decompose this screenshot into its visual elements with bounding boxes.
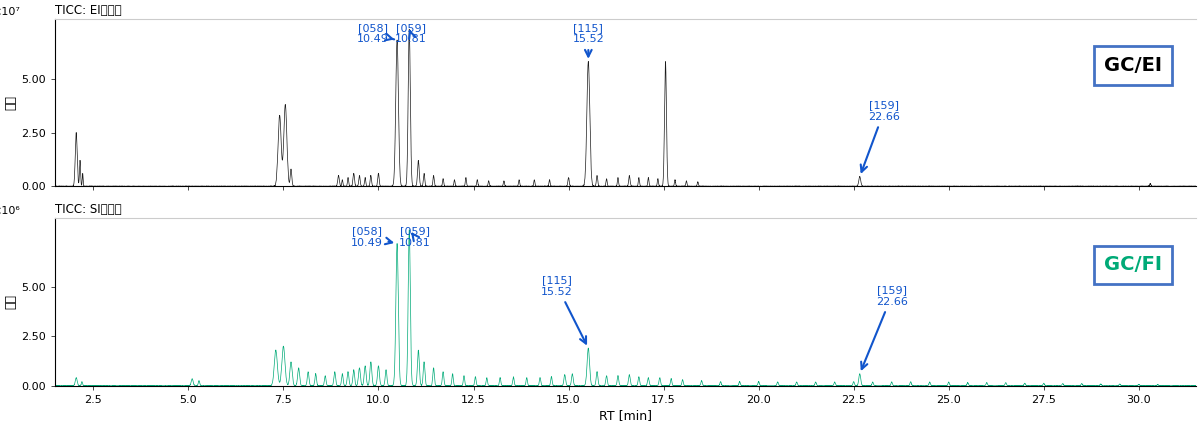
Text: GC/FI: GC/FI xyxy=(1104,256,1162,274)
Text: [159]
22.66: [159] 22.66 xyxy=(862,285,907,369)
Text: [058]
10.49: [058] 10.49 xyxy=(356,23,394,44)
Text: TICC: EIデータ: TICC: EIデータ xyxy=(55,4,122,17)
Text: [058]
10.49: [058] 10.49 xyxy=(352,226,392,248)
Text: [115]
15.52: [115] 15.52 xyxy=(541,275,586,344)
Text: ×10⁷: ×10⁷ xyxy=(0,7,20,17)
Text: [115]
15.52: [115] 15.52 xyxy=(572,23,604,57)
Text: [059]
10.81: [059] 10.81 xyxy=(398,226,431,248)
Text: [059]
10.81: [059] 10.81 xyxy=(395,23,427,44)
Text: ×10⁶: ×10⁶ xyxy=(0,206,20,216)
Y-axis label: 強度: 強度 xyxy=(5,95,17,110)
Text: GC/EI: GC/EI xyxy=(1104,56,1162,75)
Text: TICC: SIデータ: TICC: SIデータ xyxy=(55,203,122,216)
Y-axis label: 強度: 強度 xyxy=(5,294,17,309)
Text: [159]
22.66: [159] 22.66 xyxy=(860,100,900,172)
X-axis label: RT [min]: RT [min] xyxy=(599,409,652,422)
